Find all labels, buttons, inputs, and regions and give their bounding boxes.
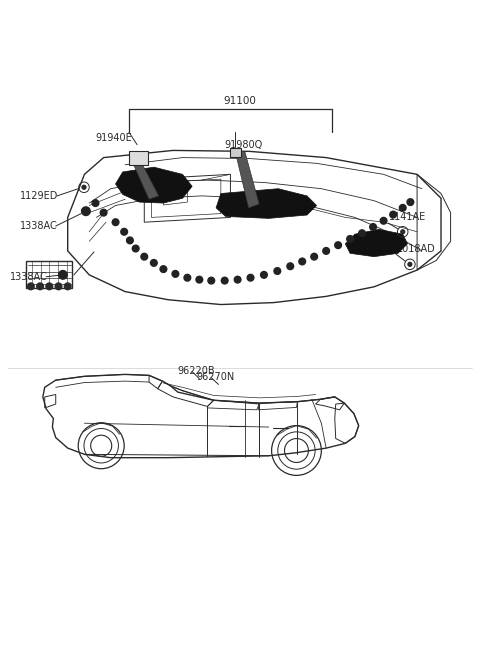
Circle shape xyxy=(287,263,294,270)
Circle shape xyxy=(311,253,318,260)
Circle shape xyxy=(221,277,228,284)
Text: 1338AC: 1338AC xyxy=(20,221,58,231)
Polygon shape xyxy=(129,154,158,199)
Text: 1129ED: 1129ED xyxy=(20,191,58,201)
Circle shape xyxy=(234,276,241,283)
Circle shape xyxy=(141,253,148,260)
Circle shape xyxy=(64,283,71,290)
Polygon shape xyxy=(116,167,192,203)
Text: 96220B: 96220B xyxy=(178,365,216,375)
Circle shape xyxy=(408,263,412,266)
Text: 91980Q: 91980Q xyxy=(225,140,263,150)
Text: 91100: 91100 xyxy=(224,96,256,106)
Circle shape xyxy=(46,283,53,290)
Circle shape xyxy=(121,229,128,235)
Circle shape xyxy=(323,248,329,254)
Circle shape xyxy=(380,217,387,224)
Circle shape xyxy=(36,283,43,290)
Text: 1018AD: 1018AD xyxy=(397,244,436,253)
FancyBboxPatch shape xyxy=(129,151,148,165)
Polygon shape xyxy=(216,189,317,218)
Circle shape xyxy=(27,283,34,290)
Circle shape xyxy=(59,271,67,279)
Circle shape xyxy=(172,271,179,277)
Circle shape xyxy=(370,223,376,231)
Circle shape xyxy=(274,268,281,274)
Circle shape xyxy=(390,211,396,218)
Circle shape xyxy=(151,259,157,266)
FancyBboxPatch shape xyxy=(230,147,241,157)
Circle shape xyxy=(92,200,99,206)
Text: 1141AE: 1141AE xyxy=(389,212,427,223)
Polygon shape xyxy=(345,229,408,257)
Circle shape xyxy=(299,258,306,265)
Circle shape xyxy=(82,185,86,189)
Circle shape xyxy=(112,219,119,225)
Circle shape xyxy=(401,230,405,234)
Circle shape xyxy=(132,245,139,252)
Text: 91940E: 91940E xyxy=(96,134,132,143)
Circle shape xyxy=(196,276,203,283)
Circle shape xyxy=(359,230,365,236)
Circle shape xyxy=(100,210,107,216)
Polygon shape xyxy=(235,151,259,208)
Circle shape xyxy=(184,274,191,281)
Circle shape xyxy=(247,274,254,281)
Circle shape xyxy=(335,242,341,248)
Circle shape xyxy=(261,272,267,278)
Circle shape xyxy=(55,283,62,290)
Circle shape xyxy=(407,198,414,206)
Circle shape xyxy=(160,266,167,272)
Circle shape xyxy=(208,277,215,284)
Text: 96270N: 96270N xyxy=(196,372,234,382)
Circle shape xyxy=(82,207,90,215)
Circle shape xyxy=(127,237,133,244)
Circle shape xyxy=(347,236,353,242)
Circle shape xyxy=(399,204,406,211)
Text: 1338AC: 1338AC xyxy=(10,272,48,282)
